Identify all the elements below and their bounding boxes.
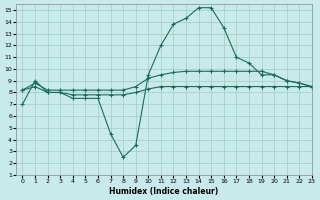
X-axis label: Humidex (Indice chaleur): Humidex (Indice chaleur) — [109, 187, 219, 196]
